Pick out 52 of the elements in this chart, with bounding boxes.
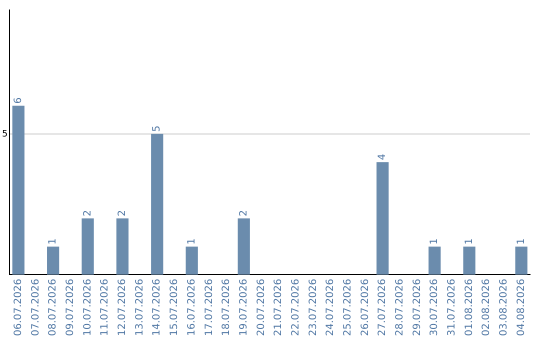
data-label: 4 (377, 154, 388, 160)
x-tick-label: 29.07.2026 (412, 278, 423, 336)
x-tick-label: 23.07.2026 (308, 278, 319, 336)
bar (463, 246, 476, 275)
x-tick-label: 19.07.2026 (238, 278, 250, 336)
data-label: 2 (82, 210, 94, 216)
x-tick-label: 27.07.2026 (377, 278, 388, 336)
data-label: 1 (429, 238, 440, 245)
data-label: 1 (186, 238, 198, 245)
x-tick-label: 12.07.2026 (117, 278, 128, 336)
bar (47, 246, 60, 275)
data-label: 6 (12, 97, 24, 104)
x-tick-label: 03.08.2026 (498, 278, 510, 336)
x-tick-label: 18.07.2026 (221, 278, 232, 336)
bar (428, 246, 441, 275)
data-label: 2 (117, 210, 128, 216)
x-tick-label: 20.07.2026 (256, 278, 267, 336)
x-tick-label: 09.07.2026 (65, 278, 76, 336)
bar (515, 246, 528, 275)
x-tick-label: 26.07.2026 (360, 278, 371, 336)
x-tick-label: 08.07.2026 (48, 278, 59, 336)
data-label: 1 (516, 238, 527, 245)
data-label: 5 (152, 126, 163, 132)
bar (82, 218, 94, 275)
data-label: 1 (464, 238, 475, 245)
x-tick-label: 10.07.2026 (82, 278, 94, 336)
x-tick-label: 15.07.2026 (169, 278, 180, 336)
data-label: 2 (238, 210, 250, 216)
x-tick-label: 07.07.2026 (30, 278, 42, 336)
bar (116, 218, 129, 275)
x-tick-label: 06.07.2026 (12, 278, 24, 336)
bar (238, 218, 250, 275)
bar (12, 106, 24, 275)
bar (151, 134, 164, 275)
x-tick-label: 11.07.2026 (100, 278, 111, 336)
x-tick-label: 28.07.2026 (394, 278, 406, 336)
bar (376, 162, 389, 275)
x-tick-label: 31.07.2026 (446, 278, 458, 336)
x-tick-label: 13.07.2026 (134, 278, 146, 336)
data-label: 1 (48, 238, 59, 245)
x-tick-label: 30.07.2026 (429, 278, 440, 336)
x-tick-label: 25.07.2026 (342, 278, 354, 336)
bar (186, 246, 198, 275)
x-tick-label: 16.07.2026 (186, 278, 198, 336)
x-tick-label: 02.08.2026 (481, 278, 492, 336)
x-tick-label: 14.07.2026 (152, 278, 163, 336)
x-tick-label: 22.07.2026 (290, 278, 302, 336)
x-tick-label: 01.08.2026 (464, 278, 475, 336)
x-tick-label: 17.07.2026 (204, 278, 215, 336)
x-tick-label: 24.07.2026 (325, 278, 336, 336)
x-tick-label: 04.08.2026 (516, 278, 527, 336)
x-tick-label: 21.07.2026 (273, 278, 284, 336)
